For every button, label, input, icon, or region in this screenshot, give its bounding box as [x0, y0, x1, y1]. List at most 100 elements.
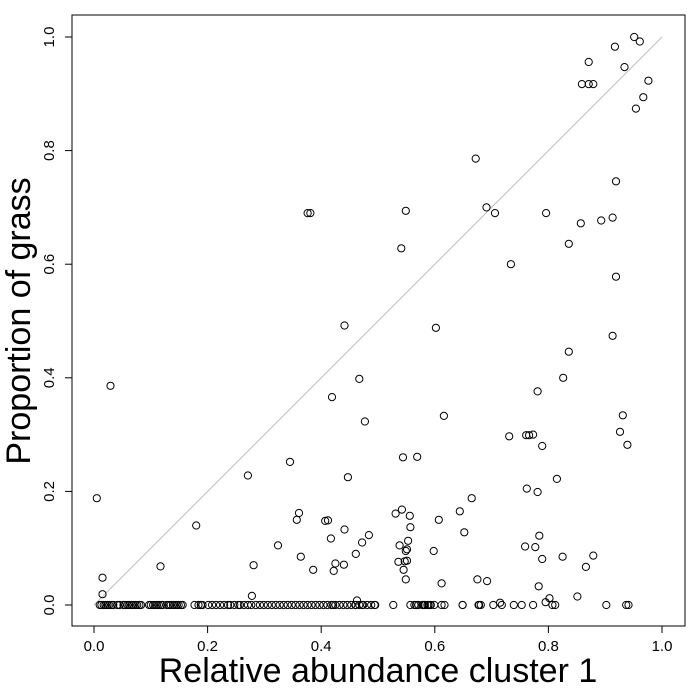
data-point: [239, 600, 249, 610]
data-point: [434, 515, 443, 524]
data-point: [287, 600, 296, 610]
data-point: [440, 600, 449, 610]
data-point: [296, 552, 305, 561]
data-point: [156, 562, 165, 571]
data-point: [608, 213, 617, 222]
data-point: [367, 600, 376, 610]
data-point: [401, 546, 410, 556]
data-point: [125, 600, 134, 610]
data-point: [343, 473, 352, 482]
data-point: [113, 600, 122, 610]
data-point: [106, 381, 115, 390]
data-point: [506, 260, 515, 269]
data-point: [418, 600, 427, 610]
data-point: [509, 600, 518, 610]
data-point: [343, 600, 352, 610]
data-point: [150, 600, 159, 610]
data-point: [190, 600, 199, 610]
data-point: [611, 272, 621, 281]
data-point: [309, 565, 318, 574]
data-point: [363, 600, 372, 610]
data-point: [355, 600, 364, 610]
data-point: [323, 516, 333, 525]
data-point: [394, 557, 403, 566]
data-point: [358, 538, 367, 547]
data-point: [275, 600, 284, 610]
data-point: [307, 600, 316, 610]
data-point: [129, 600, 138, 610]
data-point: [292, 515, 301, 524]
x-tick-label: 0.6: [424, 638, 445, 655]
data-point: [389, 600, 398, 610]
data-point: [115, 600, 124, 610]
data-point: [359, 600, 368, 610]
data-point: [576, 219, 585, 228]
data-point: [291, 600, 300, 610]
data-point: [364, 531, 373, 540]
data-point: [208, 600, 217, 610]
data-point: [397, 505, 406, 514]
data-point: [482, 203, 491, 212]
data-point: [517, 600, 526, 610]
data-point: [398, 453, 408, 462]
data-point: [608, 331, 617, 340]
data-point: [610, 42, 620, 51]
data-point: [529, 430, 538, 439]
reference-line-y-equals-x: [93, 36, 663, 606]
data-point: [98, 573, 107, 582]
data-point: [92, 494, 101, 503]
data-point: [158, 600, 167, 610]
data-point: [154, 600, 163, 610]
data-point: [295, 600, 304, 610]
x-tick-label: 0.2: [197, 638, 218, 655]
data-point: [255, 600, 264, 610]
data-point: [271, 600, 280, 610]
data-point: [351, 549, 360, 559]
data-point: [559, 373, 568, 382]
data-point: [204, 600, 213, 610]
data-point: [352, 596, 362, 605]
data-point: [413, 452, 422, 461]
data-point: [615, 427, 625, 436]
data-point: [533, 387, 542, 396]
data-point: [303, 600, 312, 610]
data-point: [327, 600, 336, 610]
data-point: [401, 206, 410, 215]
data-point: [223, 600, 233, 610]
data-point: [405, 511, 414, 520]
data-point: [267, 600, 276, 610]
data-point: [162, 600, 171, 610]
data-point: [538, 554, 547, 564]
data-point: [497, 600, 506, 610]
data-point: [235, 600, 245, 610]
data-point: [137, 600, 146, 610]
data-point: [285, 457, 295, 466]
data-point: [170, 600, 179, 610]
data-point: [577, 80, 587, 89]
data-points: [92, 32, 653, 610]
data-point: [558, 552, 567, 561]
data-point: [327, 393, 337, 402]
y-axis-title: Proportion of grass: [0, 177, 38, 464]
data-point: [521, 542, 530, 551]
data-point: [249, 561, 258, 570]
data-point: [303, 209, 312, 218]
data-point: [406, 523, 415, 532]
data-point: [545, 594, 554, 603]
data-point: [97, 600, 106, 610]
data-point: [589, 80, 598, 89]
data-point: [542, 209, 551, 218]
data-point: [339, 560, 348, 569]
data-point: [315, 600, 324, 610]
data-point: [439, 411, 448, 420]
data-point: [216, 600, 225, 610]
data-point: [538, 441, 547, 451]
data-point: [174, 600, 183, 610]
data-point: [101, 600, 110, 610]
data-point: [564, 239, 573, 248]
data-point: [584, 80, 593, 89]
data-point: [564, 347, 573, 356]
data-point: [620, 63, 629, 72]
data-point: [406, 600, 415, 610]
data-point: [522, 484, 531, 493]
